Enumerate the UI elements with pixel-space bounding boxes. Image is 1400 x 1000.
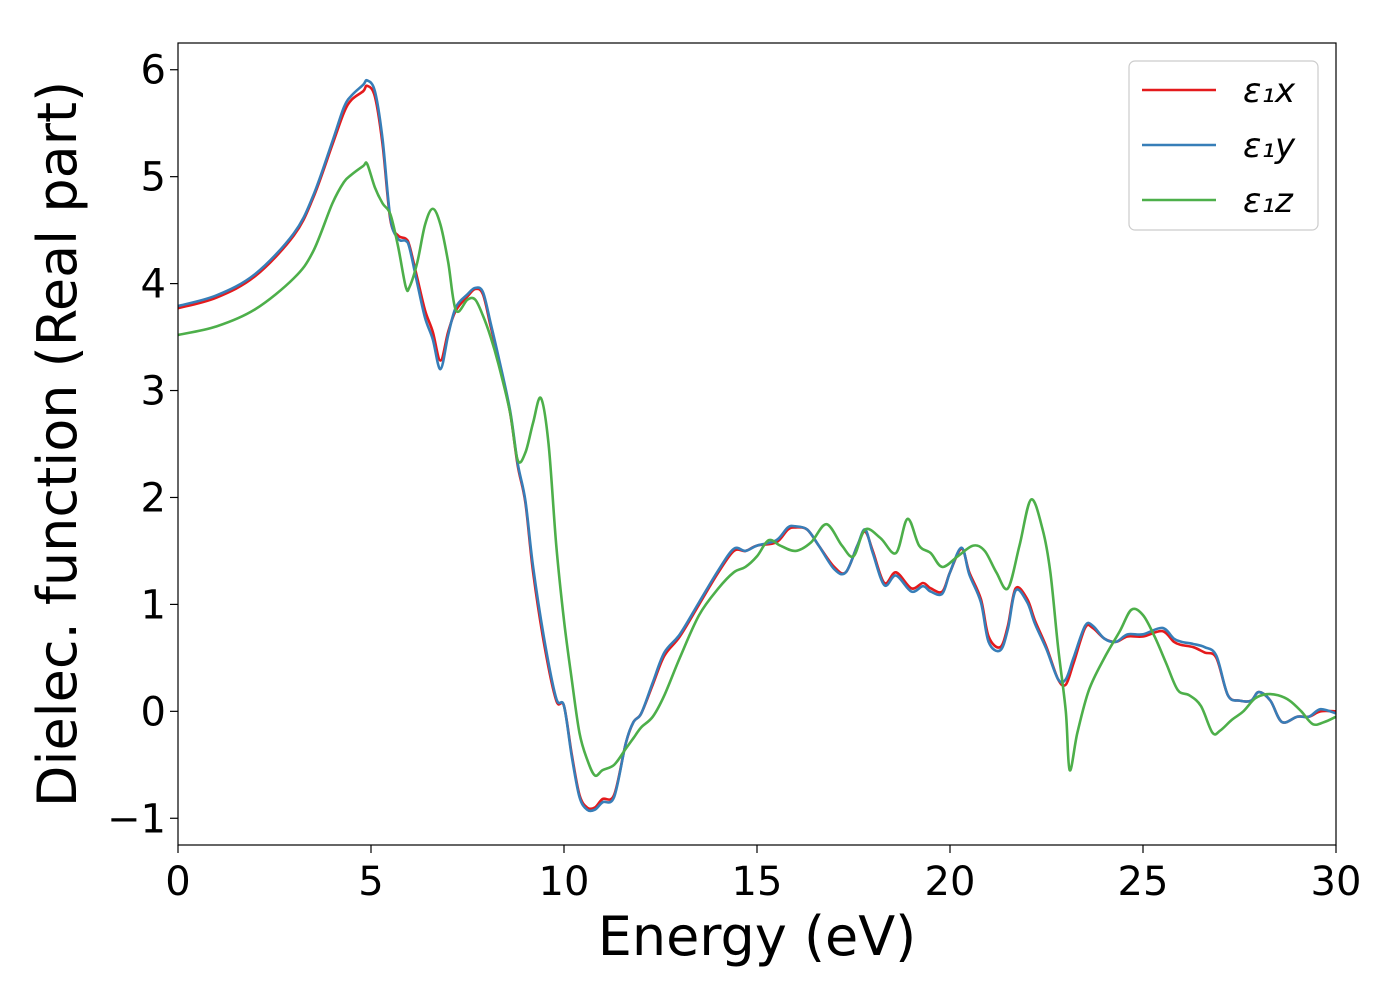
y-axis-ticks: −1 0 1 2 3 4 5 6 [107,48,178,842]
y-tick-label: 6 [141,48,166,94]
legend: ε₁x ε₁y ε₁z [1128,60,1319,231]
x-tick-label: 10 [539,859,590,905]
y-tick-label: 4 [141,262,166,308]
x-tick-label: 0 [165,859,190,905]
y-tick-label: 3 [141,369,166,415]
x-tick-label: 5 [358,859,383,905]
y-tick-label: 5 [141,155,166,201]
series-line-2 [178,78,1336,813]
y-tick-label: 1 [141,582,166,628]
x-tick-label: 20 [925,859,976,905]
y-axis-label: Dielec. function (Real part) [26,81,89,807]
x-tick-label: 30 [1311,859,1362,905]
series-lines [178,78,1336,813]
y-tick-label: 2 [141,475,166,521]
legend-box [1128,60,1319,231]
y-tick-label: −1 [107,796,166,842]
x-tick-label: 15 [732,859,783,905]
legend-label-1: ε₁x [1243,71,1296,111]
y-tick-label: 0 [141,689,166,735]
legend-label-3: ε₁z [1243,181,1294,221]
x-axis-label: Energy (eV) [598,905,917,968]
legend-label-2: ε₁y [1243,126,1296,166]
series-line-3 [178,161,1336,778]
x-tick-label: 25 [1118,859,1169,905]
x-axis-ticks: 0 5 10 15 20 25 30 [165,845,1361,905]
